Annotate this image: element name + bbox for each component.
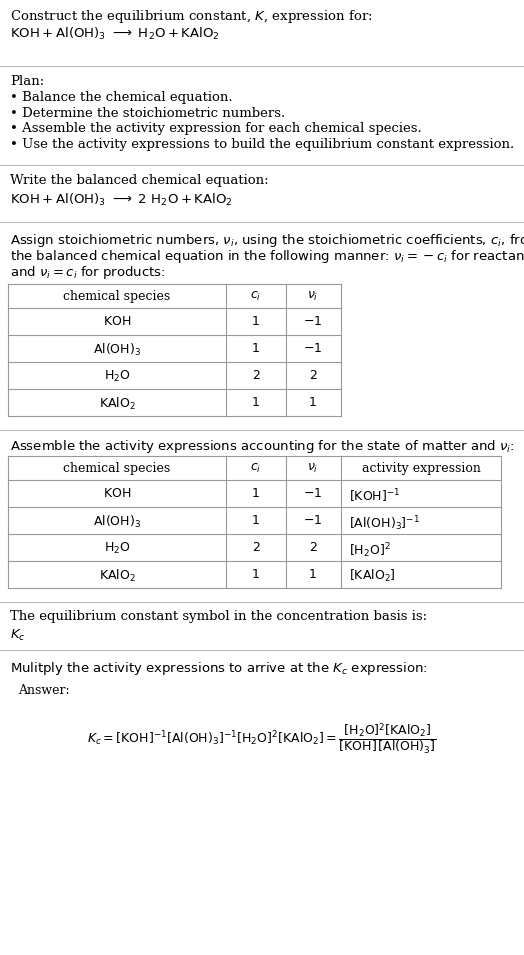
Text: 2: 2 <box>309 369 317 382</box>
Text: 2: 2 <box>309 541 317 554</box>
Text: $\mathrm{KAlO_2}$: $\mathrm{KAlO_2}$ <box>99 568 135 584</box>
Text: 1: 1 <box>309 568 317 581</box>
Text: 1: 1 <box>309 396 317 409</box>
Text: the balanced chemical equation in the following manner: $\nu_i = -c_i$ for react: the balanced chemical equation in the fo… <box>10 248 524 265</box>
Text: $\mathrm{KOH}$: $\mathrm{KOH}$ <box>103 315 131 328</box>
Text: $-1$: $-1$ <box>303 342 323 355</box>
Text: $\mathrm{Al(OH)_3}$: $\mathrm{Al(OH)_3}$ <box>93 342 141 358</box>
Text: $\mathrm{KOH + Al(OH)_3 \ \longrightarrow \ 2\ H_2O + KAlO_2}$: $\mathrm{KOH + Al(OH)_3 \ \longrightarro… <box>10 192 233 208</box>
Text: 1: 1 <box>252 514 260 527</box>
Text: $-1$: $-1$ <box>303 315 323 328</box>
Text: chemical species: chemical species <box>63 462 171 475</box>
Text: $c_i$: $c_i$ <box>250 462 261 475</box>
Text: 1: 1 <box>252 342 260 355</box>
Text: $[\mathrm{KAlO_2}]$: $[\mathrm{KAlO_2}]$ <box>349 568 396 584</box>
Text: $-1$: $-1$ <box>303 487 323 500</box>
Text: • Balance the chemical equation.: • Balance the chemical equation. <box>10 91 233 104</box>
Text: 2: 2 <box>252 369 260 382</box>
Text: $c_i$: $c_i$ <box>250 290 261 303</box>
Text: $\mathrm{Al(OH)_3}$: $\mathrm{Al(OH)_3}$ <box>93 514 141 530</box>
Text: $[\mathrm{KOH}]^{-1}$: $[\mathrm{KOH}]^{-1}$ <box>349 487 400 504</box>
Text: • Assemble the activity expression for each chemical species.: • Assemble the activity expression for e… <box>10 122 422 135</box>
Text: Assign stoichiometric numbers, $\nu_i$, using the stoichiometric coefficients, $: Assign stoichiometric numbers, $\nu_i$, … <box>10 232 524 249</box>
Text: $[\mathrm{H_2O}]^2$: $[\mathrm{H_2O}]^2$ <box>349 541 391 560</box>
Text: 1: 1 <box>252 396 260 409</box>
Text: 2: 2 <box>252 541 260 554</box>
Text: $-1$: $-1$ <box>303 514 323 527</box>
Text: $K_c = [\mathrm{KOH}]^{-1} [\mathrm{Al(OH)_3}]^{-1} [\mathrm{H_2O}]^{2} [\mathrm: $K_c = [\mathrm{KOH}]^{-1} [\mathrm{Al(O… <box>87 721 437 755</box>
Text: $K_c$: $K_c$ <box>10 628 26 643</box>
Text: activity expression: activity expression <box>362 462 481 475</box>
Text: chemical species: chemical species <box>63 290 171 303</box>
Text: $\mathrm{H_2O}$: $\mathrm{H_2O}$ <box>104 541 130 556</box>
Text: Assemble the activity expressions accounting for the state of matter and $\nu_i$: Assemble the activity expressions accoun… <box>10 438 515 455</box>
Text: $\nu_i$: $\nu_i$ <box>307 462 319 475</box>
Text: $\mathrm{KOH}$: $\mathrm{KOH}$ <box>103 487 131 500</box>
Text: Write the balanced chemical equation:: Write the balanced chemical equation: <box>10 174 269 187</box>
Text: Mulitply the activity expressions to arrive at the $K_c$ expression:: Mulitply the activity expressions to arr… <box>10 660 428 677</box>
Text: $\nu_i$: $\nu_i$ <box>307 290 319 303</box>
Text: $\mathrm{H_2O}$: $\mathrm{H_2O}$ <box>104 369 130 384</box>
Text: Plan:: Plan: <box>10 75 44 88</box>
Text: $\mathrm{KOH + Al(OH)_3 \ \longrightarrow \ H_2O + KAlO_2}$: $\mathrm{KOH + Al(OH)_3 \ \longrightarro… <box>10 26 220 42</box>
Text: Answer:: Answer: <box>18 684 70 697</box>
Text: • Determine the stoichiometric numbers.: • Determine the stoichiometric numbers. <box>10 107 285 120</box>
Text: and $\nu_i = c_i$ for products:: and $\nu_i = c_i$ for products: <box>10 264 166 281</box>
Text: 1: 1 <box>252 487 260 500</box>
Text: $[\mathrm{Al(OH)_3}]^{-1}$: $[\mathrm{Al(OH)_3}]^{-1}$ <box>349 514 420 533</box>
Text: Construct the equilibrium constant, $K$, expression for:: Construct the equilibrium constant, $K$,… <box>10 8 373 25</box>
Text: $\mathrm{KAlO_2}$: $\mathrm{KAlO_2}$ <box>99 396 135 413</box>
Text: • Use the activity expressions to build the equilibrium constant expression.: • Use the activity expressions to build … <box>10 138 514 151</box>
Text: 1: 1 <box>252 315 260 328</box>
Text: The equilibrium constant symbol in the concentration basis is:: The equilibrium constant symbol in the c… <box>10 610 427 623</box>
Text: 1: 1 <box>252 568 260 581</box>
